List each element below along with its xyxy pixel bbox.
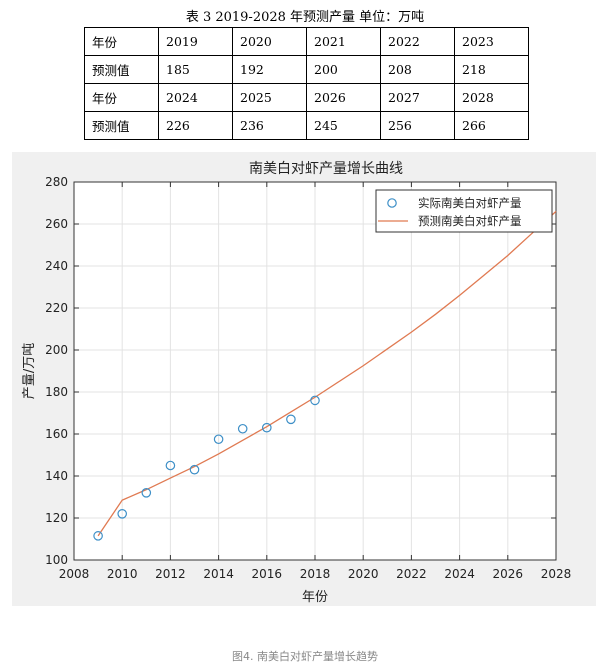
x-tick-label: 2024 [444,567,475,581]
x-tick-label: 2008 [59,567,90,581]
y-tick-label: 140 [45,469,68,483]
x-tick-label: 2018 [300,567,331,581]
figure-caption: 图4. 南美白对虾产量增长趋势 [232,650,378,663]
data-point [237,423,248,434]
x-tick-label: 2020 [348,567,379,581]
x-tick-label: 2016 [252,567,283,581]
legend-label-forecast: 预测南美白对虾产量 [418,214,522,228]
y-tick-label: 240 [45,259,68,273]
table-cell: 218 [454,55,529,84]
y-tick-label: 260 [45,217,68,231]
data-point [117,508,127,519]
legend-box [375,189,553,233]
y-tick-label: 180 [45,385,68,399]
table-cell: 年份 [84,27,159,56]
x-tick-label: 2022 [396,567,427,581]
x-tick-label: 2010 [107,567,138,581]
actual-series [93,395,320,541]
data-point [93,531,103,541]
data-point [189,464,200,475]
y-tick-label: 100 [45,553,68,567]
table-cell: 256 [380,111,455,140]
y-tick-label: 280 [45,175,68,189]
table-cell: 2028 [454,83,529,112]
table-cell: 2025 [232,83,307,112]
y-tick-label: 160 [45,427,68,441]
forecast-line [97,210,557,537]
table-cell: 2022 [380,27,455,56]
table-cell: 200 [306,55,381,84]
table-cell: 预测值 [84,111,159,140]
table-cell: 185 [158,55,233,84]
table-cell: 226 [158,111,233,140]
table-cell: 236 [232,111,307,140]
data-point [286,414,296,425]
x-tick-label: 2014 [203,567,234,581]
data-point [165,460,176,471]
chart-title: 南美白对虾产量增长曲线 [249,161,403,177]
table-cell: 预测值 [84,55,159,84]
data-point [262,422,272,433]
table-cell: 192 [232,55,307,84]
table-row: 年份 2019 2020 2021 2022 2023 [84,27,529,56]
x-axis-label: 年份 [302,590,328,605]
axes: 2008 2010 2012 2014 2016 2018 2020 2022 2024 2026… [45,175,571,581]
table-cell: 245 [306,111,381,140]
y-tick-label: 220 [45,301,68,315]
x-tick-label: 2026 [493,567,524,581]
legend-label-actual: 实际南美白对虾产量 [418,196,522,210]
y-tick-label: 120 [45,511,68,525]
data-point [310,395,320,406]
legend-marker-actual [387,198,397,208]
table-cell: 2019 [158,27,233,56]
table-cell: 266 [454,111,529,140]
table-title: 表 3 2019-2028 年预测产量 单位：万吨 [185,10,425,25]
x-tick-label: 2012 [155,567,186,581]
forecast-table: 年份 2019 2020 2021 2022 2023 预测值 185 192 … [84,27,529,140]
table-row: 预测值 185 192 200 208 218 [84,55,529,84]
data-point [213,434,224,445]
y-axis-label: 产量/万吨 [22,343,37,399]
table-row: 预测值 226 236 245 256 266 [84,111,529,140]
table-cell: 2021 [306,27,381,56]
figure-panel: 南美白对虾产量增长曲线 2008 2010 2012 2014 2016 2018 2020… [12,152,596,606]
forecast-series [97,210,557,537]
table-cell: 208 [380,55,455,84]
x-tick-label: 2028 [541,567,572,581]
table-cell: 2026 [306,83,381,112]
y-tick-label: 200 [45,343,68,357]
table-cell: 2024 [158,83,233,112]
table-row: 年份 2024 2025 2026 2027 2028 [84,83,529,112]
data-point [141,487,152,498]
table-cell: 2027 [380,83,455,112]
growth-chart: 南美白对虾产量增长曲线 2008 2010 2012 2014 2016 2018 2020… [22,161,571,605]
table-cell: 年份 [84,83,159,112]
table-cell: 2020 [232,27,307,56]
table-cell: 2023 [454,27,529,56]
